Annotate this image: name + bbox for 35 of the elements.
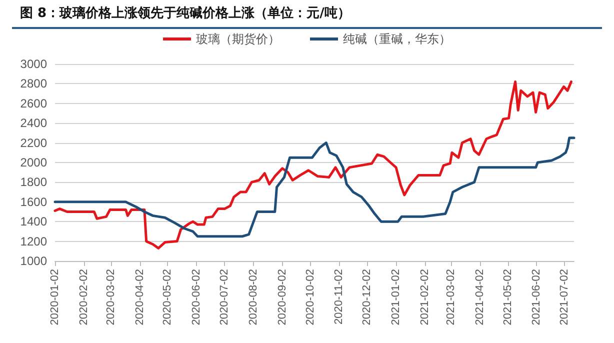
x-tick-label: 2020-06-02 bbox=[190, 269, 203, 326]
x-tick-label: 2020-10-02 bbox=[304, 269, 316, 326]
x-tick-label: 2020-11-02 bbox=[333, 269, 346, 324]
legend-label: 玻璃（期货价） bbox=[196, 32, 280, 46]
y-tick-label: 1600 bbox=[20, 194, 48, 209]
legend-label: 纯碱（重碱，华东） bbox=[343, 32, 451, 46]
line-series bbox=[54, 136, 576, 238]
x-tick-label: 2020-07-02 bbox=[218, 269, 231, 326]
x-tick-label: 2020-03-02 bbox=[104, 269, 117, 326]
x-tick-label: 2021-02-02 bbox=[418, 269, 431, 326]
x-tick-label: 2020-09-02 bbox=[276, 269, 288, 326]
y-tick-label: 2600 bbox=[20, 96, 48, 110]
x-tick-label: 2020-02-02 bbox=[78, 269, 90, 326]
x-tick-label: 2020-04-02 bbox=[134, 269, 146, 326]
x-tick-label: 2021-06-02 bbox=[530, 269, 543, 326]
x-tick-label: 2020-05-02 bbox=[162, 269, 174, 326]
y-tick-label: 2800 bbox=[20, 76, 48, 91]
x-tick-label: 2021-05-02 bbox=[502, 269, 514, 326]
x-tick-label: 2020-12-02 bbox=[361, 269, 374, 326]
y-tick-label: 1200 bbox=[20, 234, 48, 248]
x-tick-label: 2020-08-02 bbox=[247, 269, 260, 326]
x-tick-label: 2021-07-02 bbox=[558, 269, 571, 326]
x-tick-label: 2021-03-02 bbox=[445, 269, 458, 326]
y-tick-label: 1000 bbox=[20, 254, 48, 268]
y-tick-label: 2000 bbox=[20, 156, 48, 170]
chart-title: 图 8：玻璃价格上涨领先于纯碱价格上涨（单位：元/吨） bbox=[12, 2, 602, 29]
y-tick-label: 2200 bbox=[20, 136, 48, 150]
y-tick-label: 1800 bbox=[20, 175, 48, 190]
x-tick-label: 2020-01-02 bbox=[49, 269, 61, 326]
line-series bbox=[54, 80, 572, 250]
y-tick-label: 3000 bbox=[20, 57, 48, 71]
y-tick-label: 1400 bbox=[20, 214, 48, 229]
x-tick-label: 2021-04-02 bbox=[474, 269, 486, 326]
x-tick-label: 2021-01-02 bbox=[390, 269, 402, 326]
y-tick-label: 2400 bbox=[20, 116, 48, 130]
